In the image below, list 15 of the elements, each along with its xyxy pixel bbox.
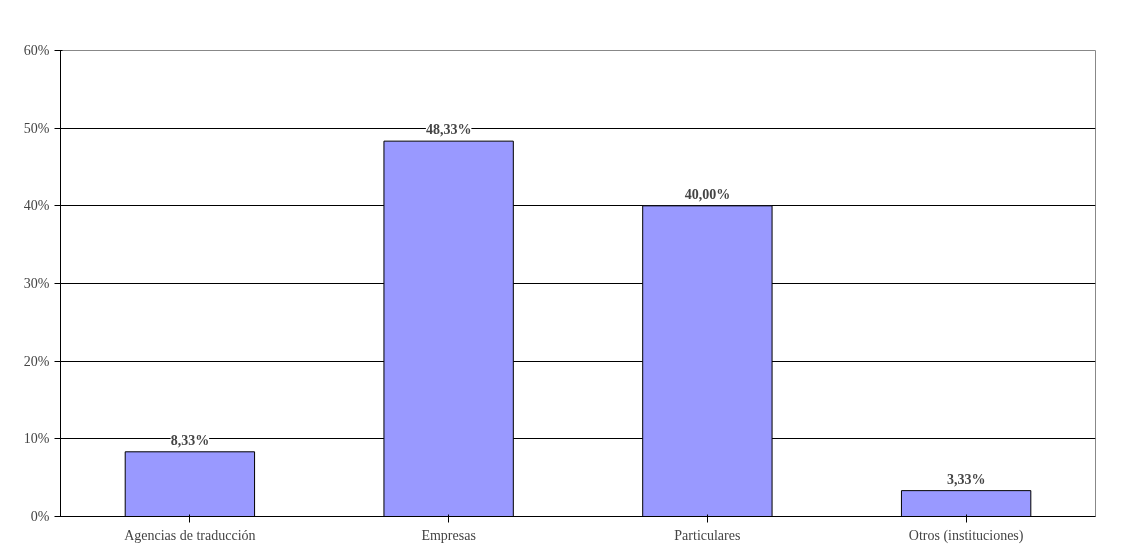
y-tick-label: 0%	[30, 509, 50, 524]
x-tick-label: Otros (instituciones)	[908, 527, 1024, 544]
data-label: 8,33%	[170, 432, 210, 448]
x-tick-label: Agencias de traducción	[124, 527, 256, 543]
y-tick-label: 20%	[23, 353, 50, 369]
y-tick-label: 60%	[23, 43, 50, 58]
x-tick-label: Empresas	[421, 527, 476, 543]
x-tick-label: Particulares	[674, 527, 741, 543]
y-tick-label: 40%	[23, 198, 50, 214]
data-label: 48,33%	[425, 122, 472, 138]
y-tick-label: 50%	[23, 120, 50, 136]
data-label: 40,00%	[684, 186, 731, 202]
y-tick-label: 10%	[23, 431, 50, 447]
y-tick-label: 30%	[23, 276, 50, 291]
data-label: 3,33%	[946, 471, 986, 487]
